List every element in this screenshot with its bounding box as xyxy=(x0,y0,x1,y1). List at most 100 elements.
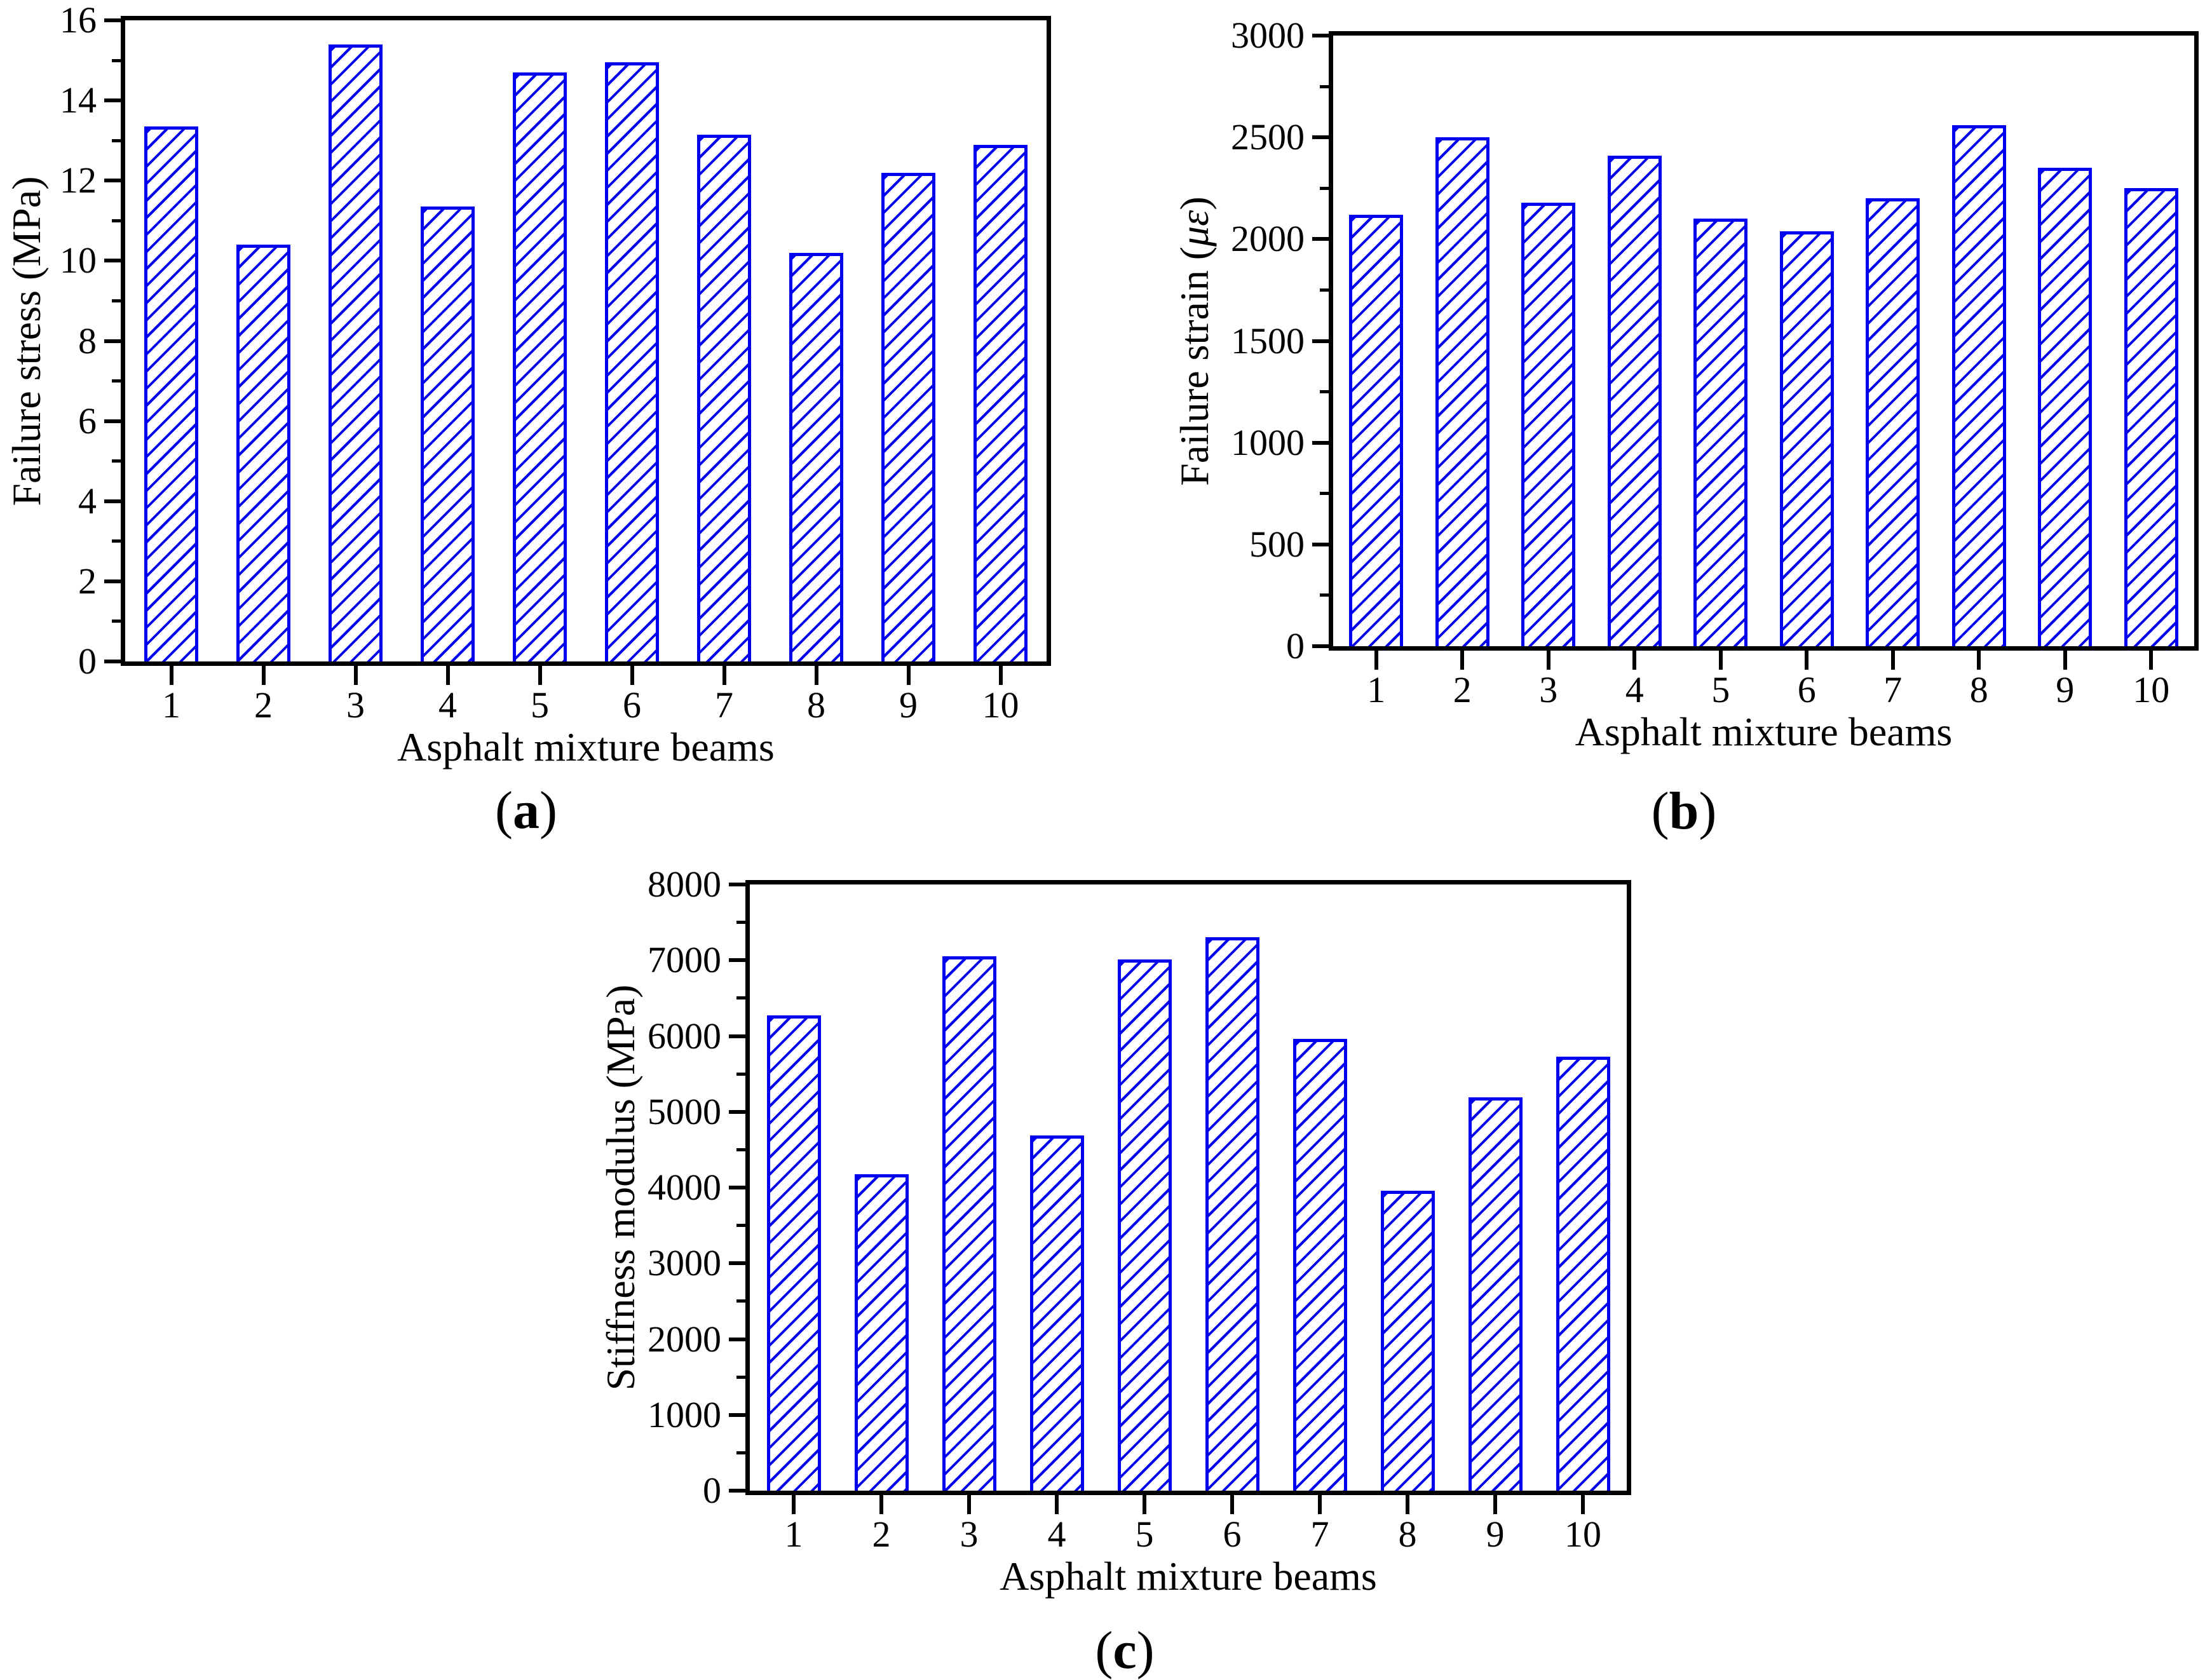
x-major-tick xyxy=(2149,651,2154,670)
bar-beam-4 xyxy=(1607,156,1662,646)
y-major-tick xyxy=(104,98,121,103)
y-tick-label: 8000 xyxy=(648,864,721,905)
caption-close-paren: ) xyxy=(1699,782,1717,841)
x-major-tick xyxy=(792,1495,796,1514)
y-tick-label: 3000 xyxy=(648,1242,721,1284)
x-tick-label: 7 xyxy=(1883,669,1903,710)
y-tick-label: 6 xyxy=(78,400,97,442)
bar-beam-7 xyxy=(1292,1039,1347,1491)
y-tick-label: 0 xyxy=(1286,625,1305,667)
x-tick-label: 9 xyxy=(899,684,918,726)
x-tick-label: 3 xyxy=(1539,669,1558,710)
x-major-tick xyxy=(630,666,634,685)
bar-beam-10 xyxy=(1556,1056,1610,1491)
y-major-tick xyxy=(729,1489,745,1493)
y-minor-tick xyxy=(1320,492,1329,496)
y-major-tick xyxy=(104,499,121,503)
y-minor-tick xyxy=(112,539,121,543)
y-tick-label: 2000 xyxy=(648,1318,721,1360)
y-minor-tick xyxy=(112,139,121,142)
bar-beam-1 xyxy=(1349,214,1404,646)
bar-beam-6 xyxy=(605,62,659,661)
bar-beam-6 xyxy=(1779,231,1834,646)
x-major-tick xyxy=(722,666,726,685)
x-axis-title-c: Asphalt mixture beams xyxy=(1000,1554,1377,1599)
y-major-tick xyxy=(729,1337,745,1341)
x-major-tick xyxy=(1374,651,1378,670)
x-major-tick xyxy=(967,1495,971,1514)
x-major-tick xyxy=(814,666,818,685)
y-major-tick xyxy=(104,419,121,423)
x-major-tick xyxy=(538,666,542,685)
x-axis-title-a: Asphalt mixture beams xyxy=(397,724,775,769)
x-major-tick xyxy=(353,666,358,685)
x-major-tick xyxy=(879,1495,883,1514)
bar-beam-3 xyxy=(1521,202,1576,646)
bar-beam-4 xyxy=(421,207,475,661)
y-major-tick xyxy=(729,1186,745,1189)
y-major-tick xyxy=(729,958,745,963)
x-tick-label: 8 xyxy=(807,684,825,726)
x-major-tick xyxy=(1546,651,1550,670)
y-major-tick xyxy=(1312,644,1329,648)
y-axis-title-failure-strain: Failure strain (με) xyxy=(1172,196,1217,486)
caption-open-paren: ( xyxy=(495,781,513,840)
y-axis-title-italic-unit: με xyxy=(1172,210,1217,247)
bar-beam-5 xyxy=(513,72,567,661)
y-major-tick xyxy=(1312,440,1329,445)
x-tick-label: 1 xyxy=(1367,669,1386,710)
x-tick-label: 10 xyxy=(982,684,1019,726)
bar-beam-2 xyxy=(236,245,290,661)
bar-beam-7 xyxy=(697,134,751,661)
x-tick-label: 3 xyxy=(960,1514,979,1555)
y-major-tick xyxy=(104,339,121,343)
x-major-tick xyxy=(1230,1495,1234,1514)
y-tick-label: 500 xyxy=(1249,523,1305,565)
plot-area-failure-stress: Failure stress (MPa) Asphalt mixture bea… xyxy=(4,2,1051,837)
x-major-tick xyxy=(1581,1495,1585,1514)
x-tick-label: 3 xyxy=(346,684,365,726)
y-tick-label: 2000 xyxy=(1231,218,1305,260)
y-major-tick xyxy=(1312,339,1329,343)
x-tick-label: 7 xyxy=(1310,1514,1329,1555)
bar-beam-8 xyxy=(789,252,843,661)
x-tick-label: 8 xyxy=(1398,1514,1417,1555)
x-tick-label: 2 xyxy=(1453,669,1472,710)
caption-close-paren: ) xyxy=(539,781,557,840)
x-major-tick xyxy=(1493,1495,1497,1514)
x-tick-label: 9 xyxy=(2056,669,2075,710)
caption-close-paren: ) xyxy=(1136,1621,1155,1680)
bar-beam-7 xyxy=(1866,198,1920,646)
bar-beam-5 xyxy=(1693,219,1748,646)
y-major-tick xyxy=(104,660,121,663)
x-tick-label: 10 xyxy=(1564,1514,1601,1555)
y-minor-tick xyxy=(112,58,121,62)
y-major-tick xyxy=(104,579,121,583)
x-tick-label: 7 xyxy=(715,684,733,726)
bar-beam-3 xyxy=(942,956,996,1491)
x-major-tick xyxy=(261,666,266,685)
x-tick-label: 4 xyxy=(1625,669,1644,710)
x-major-tick xyxy=(2063,651,2067,670)
bar-beam-1 xyxy=(766,1015,821,1491)
y-tick-label: 6000 xyxy=(648,1015,721,1057)
y-minor-tick xyxy=(736,1072,745,1076)
bar-beam-9 xyxy=(2038,168,2093,646)
y-minor-tick xyxy=(736,1224,745,1228)
y-tick-label: 4 xyxy=(78,480,97,522)
y-major-tick xyxy=(104,18,121,22)
y-tick-label: 8 xyxy=(78,320,97,362)
y-minor-tick xyxy=(112,299,121,302)
bar-beam-9 xyxy=(881,172,935,661)
x-major-tick xyxy=(1143,1495,1146,1514)
y-major-tick xyxy=(1312,542,1329,546)
y-tick-label: 4000 xyxy=(648,1167,721,1208)
y-minor-tick xyxy=(1320,85,1329,88)
y-minor-tick xyxy=(736,921,745,925)
x-tick-label: 2 xyxy=(872,1514,891,1555)
y-major-tick xyxy=(1312,237,1329,241)
y-minor-tick xyxy=(736,1148,745,1151)
plot-area-stiffness-modulus: Stiffness modulus (MPa) Asphalt mixture … xyxy=(598,866,1631,1677)
caption-letter: b xyxy=(1669,782,1699,841)
bar-beam-8 xyxy=(1951,125,2006,646)
